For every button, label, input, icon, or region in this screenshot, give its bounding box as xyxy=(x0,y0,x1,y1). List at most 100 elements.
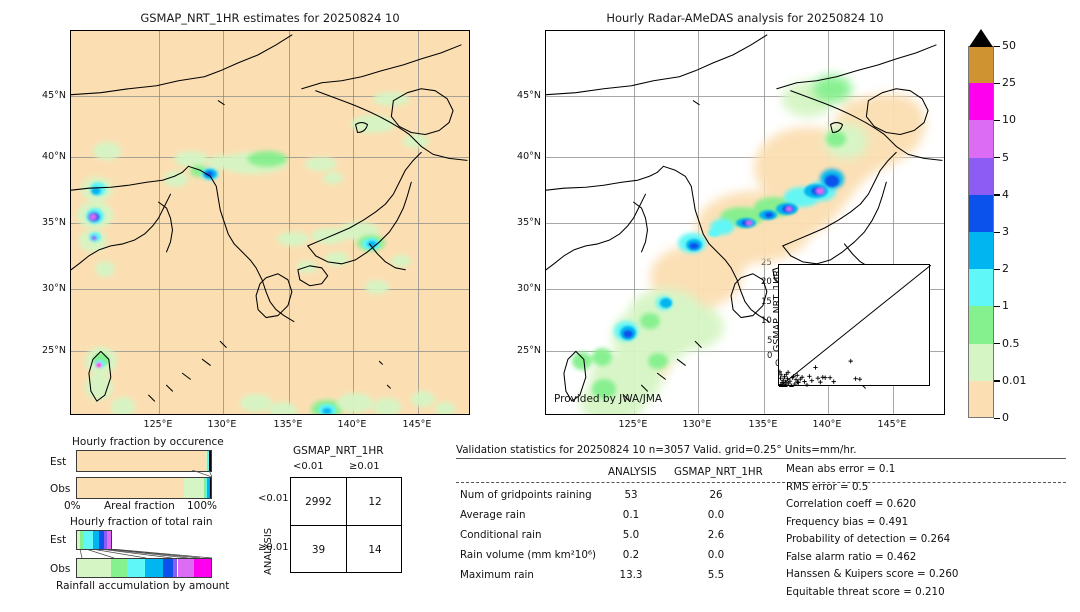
validation-row-gsmap: 2.6 xyxy=(707,529,725,541)
bar-segment xyxy=(205,478,208,498)
scatter-point xyxy=(802,379,807,384)
scatter-point xyxy=(796,380,801,385)
left-lat-label-25: 25°N xyxy=(42,345,66,356)
bar-segment xyxy=(79,531,83,549)
left-lon-label-140: 140°E xyxy=(337,419,367,430)
left-lat-label-40: 40°N xyxy=(42,151,66,162)
provider-credit: Provided by JWA/JMA xyxy=(554,393,663,405)
bar-segment xyxy=(103,531,107,549)
bar-segment xyxy=(77,559,111,577)
validation-row-label: Conditional rain xyxy=(460,529,542,541)
right-lat-label-25: 25°N xyxy=(517,345,541,356)
colorbar-tick-mark xyxy=(994,45,1000,47)
total-rain-est-bar[interactable] xyxy=(76,530,112,550)
left-lat-label-30: 30°N xyxy=(42,283,66,294)
validation-row-analysis: 0.1 xyxy=(622,509,640,521)
colorbar-tick-label: 5 xyxy=(1002,150,1009,164)
colorbar[interactable] xyxy=(968,46,994,418)
scatter-ytick-5: 5 xyxy=(767,336,773,346)
occurrence-connector xyxy=(191,470,212,477)
colorbar-tick-mark xyxy=(994,417,1000,419)
validation-row-analysis: 0.2 xyxy=(622,549,640,561)
colorbar-tick-label: 0.01 xyxy=(1002,373,1027,387)
colorbar-tick-mark xyxy=(994,343,1000,345)
scatter-point xyxy=(818,379,823,385)
scatter-plot-inset[interactable] xyxy=(777,264,932,389)
colorbar-tick-label: 2 xyxy=(1002,262,1009,276)
bar-segment xyxy=(82,531,93,549)
validation-row-label: Average rain xyxy=(460,509,526,521)
colorbar-tick-mark xyxy=(994,82,1000,84)
validation-header: Validation statistics for 20250824 10 n=… xyxy=(456,444,857,456)
contingency-table[interactable]: 2992 12 39 14 xyxy=(290,477,402,573)
colorbar-tick-label: 1 xyxy=(1002,299,1009,313)
colorbar-tick-label: 25 xyxy=(1002,76,1016,90)
right-lat-label-30: 30°N xyxy=(517,283,541,294)
occurrence-axis-min: 0% xyxy=(64,500,81,512)
occurrence-est-bar[interactable] xyxy=(76,450,212,472)
gridline-lat-40-right xyxy=(546,157,944,158)
gridline-lat-25 xyxy=(71,351,469,352)
occurrence-chart-title: Hourly fraction by occurence xyxy=(72,436,224,448)
scatter-point xyxy=(857,376,863,382)
bar-segment xyxy=(209,451,211,471)
occurrence-obs-bar[interactable] xyxy=(76,477,212,499)
validation-score: Hanssen & Kuipers score = 0.260 xyxy=(786,568,959,580)
total-rain-chart-title: Hourly fraction of total rain xyxy=(70,516,213,528)
colorbar-segment xyxy=(968,120,994,158)
gsmap-map-canvas xyxy=(71,31,469,414)
scatter-point xyxy=(778,372,784,377)
gridline-lat-45 xyxy=(71,96,469,97)
gsmap-estimate-map[interactable] xyxy=(70,30,470,415)
scatter-point xyxy=(781,377,786,383)
scatter-point xyxy=(785,376,790,381)
right-lon-label-130: 130°E xyxy=(682,419,712,430)
colorbar-segment xyxy=(968,232,994,270)
validation-col-header-gsmap: GSMAP_NRT_1HR xyxy=(674,466,763,478)
scatter-point xyxy=(787,378,793,384)
contingency-cell-1-0: 39 xyxy=(311,544,326,556)
scatter-ytick-0: 0 xyxy=(767,351,773,361)
bar-segment xyxy=(173,559,178,577)
validation-row-label: Maximum rain xyxy=(460,569,534,581)
left-lon-label-145: 145°E xyxy=(402,419,432,430)
bar-segment xyxy=(77,478,184,498)
scatter-point xyxy=(853,376,858,381)
scatter-point xyxy=(813,365,818,370)
bar-segment xyxy=(110,559,127,577)
scatter-point xyxy=(848,358,853,364)
scatter-point xyxy=(791,374,796,379)
colorbar-segments xyxy=(968,46,994,418)
validation-header-rule xyxy=(456,458,1066,459)
validation-col-rule xyxy=(456,482,1066,483)
left-lon-label-125: 125°E xyxy=(143,419,173,430)
total-rain-obs-bar[interactable] xyxy=(76,558,212,578)
scatter-point xyxy=(820,375,825,380)
right-lon-label-140: 140°E xyxy=(812,419,842,430)
radar-amedas-map[interactable]: Provided by JWA/JMA xyxy=(545,30,945,415)
occurrence-est-label: Est xyxy=(50,456,67,468)
scatter-point xyxy=(783,379,788,385)
occurrence-axis-max: 100% xyxy=(187,500,218,512)
colorbar-tick-mark xyxy=(994,157,1000,159)
scatter-point xyxy=(799,375,805,380)
colorbar-tick-label: 10 xyxy=(1002,113,1016,127)
scatter-point xyxy=(795,379,800,385)
bar-segment xyxy=(193,559,211,577)
colorbar-tick-label: 4 xyxy=(1002,187,1009,201)
total-rain-connector xyxy=(79,549,213,559)
bar-segment xyxy=(207,478,209,498)
validation-row-analysis: 5.0 xyxy=(622,529,640,541)
right-lat-label-40: 40°N xyxy=(517,151,541,162)
left-lat-label-45: 45°N xyxy=(42,90,66,101)
gridline-lat-45-right xyxy=(546,96,944,97)
validation-score: Mean abs error = 0.1 xyxy=(786,463,896,475)
bar-segment xyxy=(207,451,209,471)
scatter-point xyxy=(782,374,787,379)
validation-col-header-analysis: ANALYSIS xyxy=(608,466,657,478)
colorbar-tick-label: 0 xyxy=(1002,411,1009,424)
contingency-row-header-1: ≥0.01 xyxy=(258,542,289,553)
scatter-point xyxy=(815,376,821,381)
right-lat-label-45: 45°N xyxy=(517,90,541,101)
right-panel-title: Hourly Radar-AMeDAS analysis for 2025082… xyxy=(606,11,884,25)
